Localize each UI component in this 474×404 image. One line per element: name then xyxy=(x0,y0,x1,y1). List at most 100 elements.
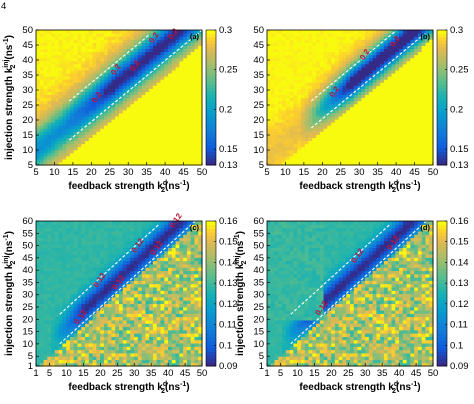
heatmap-cell xyxy=(58,33,64,37)
heatmap-cell xyxy=(171,66,177,71)
heatmap-cell xyxy=(376,39,381,43)
heatmap-cell xyxy=(88,91,94,96)
heatmap-cell xyxy=(115,128,120,132)
heatmap-cell xyxy=(58,263,64,268)
heatmap-cell xyxy=(312,118,317,123)
heatmap-cell xyxy=(137,152,143,157)
heatmap-cell xyxy=(289,30,295,34)
heatmap-cell xyxy=(126,140,131,145)
heatmap-cell xyxy=(297,128,302,132)
heatmap-cell xyxy=(308,146,313,151)
heatmap-cell xyxy=(357,152,362,157)
heatmap-cell xyxy=(92,97,97,102)
heatmap-cell xyxy=(387,122,393,126)
heatmap-cell xyxy=(77,155,82,160)
heatmap-cell xyxy=(304,30,310,34)
heatmap-cell xyxy=(342,149,347,154)
heatmap-cell xyxy=(81,146,86,151)
heatmap-cell xyxy=(406,106,411,111)
heatmap-cell xyxy=(51,82,56,86)
heatmap-cell xyxy=(103,149,109,154)
heatmap-cell xyxy=(122,125,128,129)
heatmap-cell xyxy=(368,118,374,123)
heatmap-cell xyxy=(399,76,404,80)
heatmap-cell xyxy=(399,88,404,92)
heatmap-cell xyxy=(395,143,400,148)
heatmap-cell xyxy=(77,267,82,272)
heatmap-cell xyxy=(361,82,366,86)
heatmap-cell xyxy=(73,72,79,77)
heatmap-cell xyxy=(297,33,302,37)
heatmap-cell xyxy=(406,91,411,96)
heatmap-cell xyxy=(175,152,180,157)
heatmap-cell xyxy=(43,161,48,166)
heatmap-cell xyxy=(69,221,75,225)
heatmap-cell xyxy=(391,131,396,135)
heatmap-cell xyxy=(297,48,302,53)
heatmap-cell xyxy=(39,125,45,129)
heatmap-cell xyxy=(43,42,48,46)
heatmap-cell xyxy=(54,260,60,265)
heatmap-cell xyxy=(54,149,60,154)
heatmap-cell xyxy=(111,323,116,328)
heatmap-cell xyxy=(39,48,45,53)
heatmap-cell xyxy=(92,85,97,89)
heatmap-cell xyxy=(88,230,94,235)
heatmap-cell xyxy=(417,33,423,37)
colorbar-segment xyxy=(437,127,447,132)
heatmap-cell xyxy=(270,63,276,68)
heatmap-cell xyxy=(417,97,423,102)
heatmap-cell xyxy=(308,94,313,99)
heatmap-cell xyxy=(380,137,385,142)
heatmap-cell xyxy=(137,128,143,132)
colorbar-segment xyxy=(206,127,216,132)
heatmap-cell xyxy=(81,309,86,314)
heatmap-cell xyxy=(425,54,430,59)
heatmap-cell xyxy=(270,82,276,86)
heatmap-cell xyxy=(399,45,404,50)
colorbar-segment xyxy=(437,100,447,105)
heatmap-cell xyxy=(383,51,389,56)
heatmap-cell xyxy=(399,33,404,37)
heatmap-cell xyxy=(372,36,378,40)
heatmap-cell xyxy=(198,152,203,157)
heatmap-cell xyxy=(137,115,143,120)
heatmap-cell xyxy=(421,106,427,111)
x-tick-label: 35 xyxy=(372,167,383,178)
heatmap-cell xyxy=(361,109,366,114)
heatmap-cell xyxy=(383,100,389,105)
heatmap-cell xyxy=(334,128,340,132)
heatmap-cell xyxy=(338,48,344,53)
heatmap-cell xyxy=(186,112,192,117)
heatmap-cell xyxy=(92,115,97,120)
heatmap-cell xyxy=(365,131,370,135)
heatmap-cell xyxy=(316,146,321,151)
heatmap-cell xyxy=(417,134,423,138)
heatmap-cell xyxy=(107,280,113,285)
heatmap-cell xyxy=(312,140,317,145)
heatmap-cell xyxy=(111,333,116,337)
heatmap-cell xyxy=(331,60,336,65)
heatmap-cell xyxy=(417,45,423,50)
heatmap-cell xyxy=(425,63,430,68)
heatmap-cell xyxy=(190,100,196,105)
heatmap-cell xyxy=(39,79,45,83)
heatmap-cell xyxy=(171,57,177,62)
heatmap-cell xyxy=(350,155,355,160)
heatmap-cell xyxy=(395,115,400,120)
heatmap-cell xyxy=(406,51,411,56)
colorbar-segment xyxy=(206,70,216,75)
heatmap-cell xyxy=(51,277,56,281)
colorbar-segment xyxy=(437,131,447,136)
heatmap-cell xyxy=(186,69,192,74)
heatmap-cell xyxy=(66,230,71,235)
colorbar-segment xyxy=(437,138,447,142)
heatmap-cell xyxy=(361,63,366,68)
heatmap-cell xyxy=(81,39,86,43)
heatmap-cell xyxy=(39,134,45,138)
heatmap-cell xyxy=(137,112,143,117)
heatmap-cell xyxy=(376,100,381,105)
heatmap-cell xyxy=(85,137,90,142)
heatmap-cell xyxy=(297,66,302,71)
heatmap-cell xyxy=(346,48,351,53)
